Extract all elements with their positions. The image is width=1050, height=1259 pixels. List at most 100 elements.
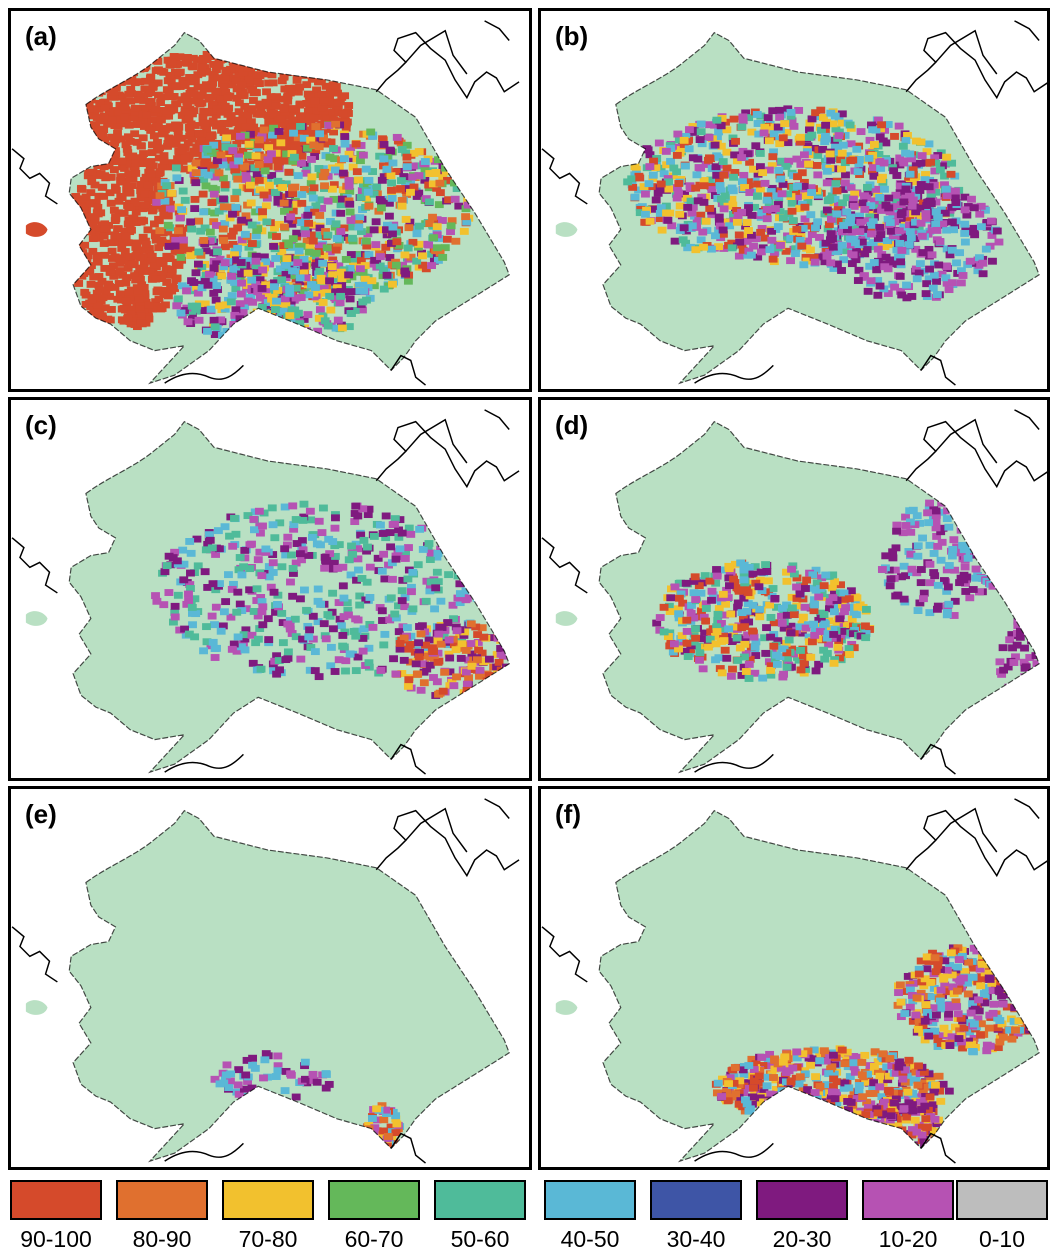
data-cell	[290, 335, 300, 343]
data-cell	[714, 226, 724, 234]
data-cell	[311, 262, 321, 270]
data-cell	[866, 221, 876, 229]
data-cell	[777, 619, 787, 627]
data-cell	[123, 264, 133, 272]
data-cell	[839, 589, 849, 597]
data-cell	[316, 76, 326, 84]
data-cell	[764, 166, 774, 174]
data-cell	[728, 201, 738, 209]
data-cell	[391, 614, 401, 622]
data-cell	[220, 305, 230, 313]
data-cell	[880, 263, 890, 271]
data-cell	[429, 654, 439, 662]
data-cell	[182, 54, 192, 61]
data-cell	[199, 208, 209, 216]
data-cell	[685, 126, 694, 134]
data-cell	[941, 274, 951, 282]
data-cell	[365, 594, 375, 601]
data-cell	[687, 601, 696, 609]
data-cell	[100, 304, 110, 312]
data-cell	[130, 199, 140, 207]
data-cell	[319, 504, 328, 512]
data-cell	[655, 209, 665, 217]
data-cell	[320, 564, 330, 572]
data-cell	[144, 245, 154, 252]
data-cell	[278, 619, 288, 627]
data-cell	[942, 226, 952, 234]
data-cell	[269, 588, 279, 596]
data-cell	[657, 226, 667, 234]
data-cell	[868, 218, 878, 226]
data-cell	[143, 308, 153, 316]
data-cell	[80, 123, 90, 131]
data-cell	[404, 524, 414, 532]
data-cell	[95, 131, 105, 139]
data-cell	[208, 161, 218, 169]
data-cell	[332, 284, 342, 292]
data-cell	[313, 585, 323, 593]
data-cell	[344, 177, 354, 184]
data-cell	[897, 291, 907, 299]
data-cell	[148, 190, 158, 198]
data-cell	[137, 216, 147, 224]
data-cell	[204, 531, 214, 539]
data-cell	[496, 650, 506, 658]
data-cell	[229, 640, 239, 648]
data-cell	[655, 184, 665, 192]
data-cell	[447, 217, 457, 225]
data-cell	[812, 162, 822, 169]
data-cell	[188, 312, 197, 320]
data-cell	[120, 227, 130, 235]
data-cell	[914, 269, 924, 277]
data-cell	[105, 141, 115, 149]
data-cell	[212, 260, 222, 268]
data-cell	[797, 242, 807, 250]
data-cell	[711, 633, 720, 640]
data-cell	[932, 277, 941, 285]
data-cell	[207, 544, 217, 552]
data-cell	[444, 196, 453, 204]
data-cell	[360, 262, 370, 270]
data-cell	[813, 171, 823, 179]
data-cell	[208, 184, 218, 192]
data-cell	[778, 181, 788, 188]
data-cell	[817, 126, 826, 134]
data-cell	[717, 195, 726, 203]
data-cell	[210, 645, 220, 652]
data-cell	[420, 166, 430, 174]
data-cell	[757, 209, 767, 217]
data-cell	[119, 72, 129, 80]
data-cell	[680, 647, 690, 655]
data-cell	[254, 507, 264, 515]
data-cell	[822, 179, 832, 187]
data-cell	[237, 236, 247, 244]
data-cell	[865, 626, 874, 633]
data-cell	[740, 653, 749, 661]
data-cell	[255, 338, 264, 346]
data-cell	[287, 551, 296, 559]
data-cell	[432, 678, 442, 686]
data-cell	[352, 268, 362, 276]
data-cell	[645, 151, 655, 159]
data-cell	[272, 297, 281, 305]
data-cell	[434, 235, 444, 242]
data-cell	[819, 611, 829, 618]
data-cell	[313, 327, 323, 335]
data-cell	[868, 239, 878, 247]
data-cell	[693, 155, 703, 163]
data-cell	[333, 100, 343, 107]
data-cell	[463, 556, 472, 564]
data-cell	[419, 668, 429, 676]
data-cell	[88, 112, 98, 120]
data-cell	[200, 160, 210, 168]
data-cell	[775, 113, 785, 121]
data-cell	[272, 315, 282, 323]
data-cell	[164, 112, 174, 120]
data-cell	[259, 509, 269, 517]
data-cell	[202, 68, 212, 76]
data-cell	[837, 110, 847, 118]
data-cell	[106, 199, 116, 207]
data-cell	[74, 110, 84, 118]
data-cell	[250, 526, 259, 534]
data-cell	[818, 145, 828, 153]
